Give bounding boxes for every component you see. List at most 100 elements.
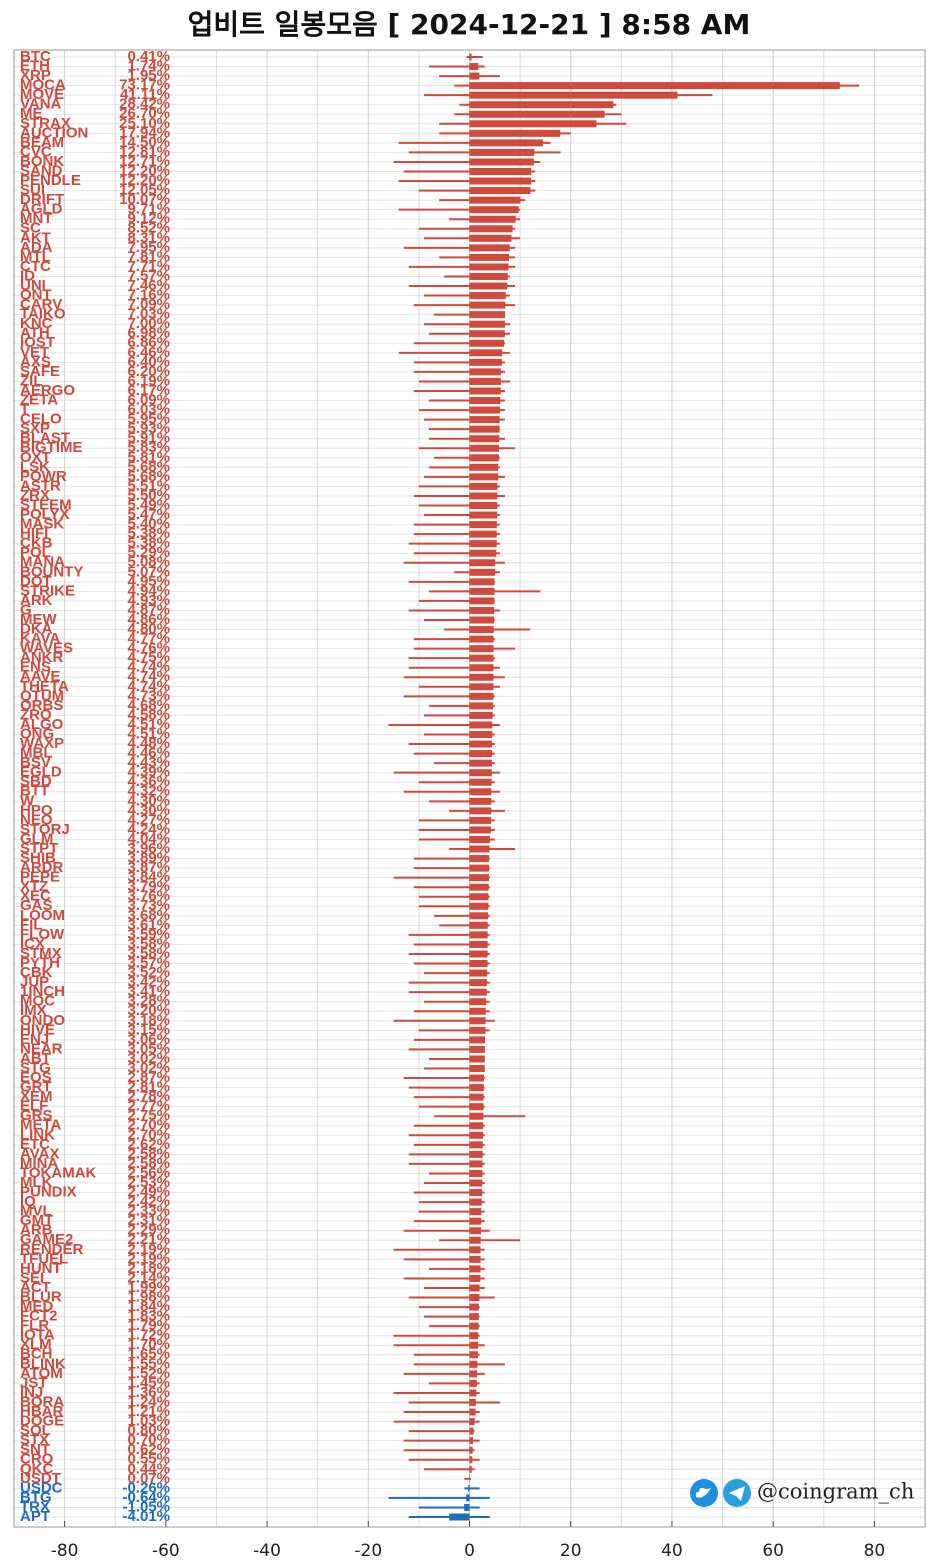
bar [464, 1503, 470, 1511]
value-label: 0.70% [127, 1432, 170, 1449]
row-label: SBD [20, 773, 52, 790]
value-label: 4.58% [127, 706, 170, 723]
value-label: 3.02% [127, 1059, 170, 1076]
bar [469, 702, 494, 710]
value-label: 3.28% [127, 993, 170, 1010]
x-tick-label: 80 [864, 1541, 886, 1561]
bar [469, 206, 519, 214]
row-label: VANA [20, 96, 62, 113]
bar [469, 1007, 486, 1015]
bar [469, 1398, 476, 1406]
row-label: SHIB [20, 850, 56, 867]
bar [469, 1322, 479, 1330]
bar [469, 845, 490, 853]
value-label: 3.87% [127, 859, 170, 876]
row-label: HBAR [20, 1403, 63, 1420]
bar [469, 168, 532, 176]
value-label: 2.19% [127, 1250, 170, 1267]
bar [469, 731, 493, 739]
bar [469, 1217, 482, 1225]
plot-area: -80 -60 -40 -20 0 20 40 60 80 BTC 0.41% ETH 1.74% XRP… [13, 48, 926, 1561]
row-label: CKB [20, 535, 53, 552]
value-label: 6.17% [127, 382, 170, 399]
row-label: ETC [20, 1136, 50, 1153]
bar [469, 902, 489, 910]
value-label: 12.20% [119, 172, 170, 189]
bar [469, 893, 489, 901]
value-label: 0.80% [127, 1422, 170, 1439]
value-label: 5.47% [127, 506, 170, 523]
row-label: CARV [20, 296, 62, 313]
value-label: 2.29% [127, 1222, 170, 1239]
bar [469, 1208, 482, 1216]
bar [469, 253, 510, 261]
bar [469, 807, 492, 815]
value-label: 0.55% [127, 1451, 170, 1468]
bar [469, 1341, 479, 1349]
value-label: 26.70% [119, 105, 170, 122]
bar [469, 1189, 483, 1197]
value-label: 1.83% [127, 1308, 170, 1325]
row-label: ZETA [20, 391, 58, 408]
bar [469, 549, 497, 557]
bar [469, 597, 495, 605]
bar [469, 616, 495, 624]
row-label: CELO [20, 411, 62, 428]
bar [469, 960, 488, 968]
row-label: EOS [20, 1069, 52, 1086]
row-label: FCT2 [20, 1308, 58, 1325]
row-label: ONG [20, 725, 54, 742]
bar [469, 349, 503, 357]
value-label: 3.73% [127, 897, 170, 914]
value-label: 1.55% [127, 1355, 170, 1372]
value-label: 3.76% [127, 888, 170, 905]
value-label: 0.44% [127, 1460, 170, 1477]
value-label: 12.71% [119, 153, 170, 170]
value-label: 14.50% [119, 134, 170, 151]
value-label: 2.87% [127, 1069, 170, 1086]
value-label: 4.68% [127, 697, 170, 714]
value-label: 2.18% [127, 1260, 170, 1277]
value-label: -1.05% [122, 1498, 170, 1515]
value-label: 3.59% [127, 926, 170, 943]
bar [469, 148, 535, 156]
bar [469, 72, 480, 80]
value-label: 5.38% [127, 525, 170, 542]
row-label: MOCA [20, 77, 66, 94]
row-label: ZRX [20, 487, 50, 504]
value-label: 2.78% [127, 1088, 170, 1105]
value-label: 6.09% [127, 391, 170, 408]
value-label: 12.05% [119, 182, 170, 199]
bar [466, 1494, 470, 1502]
x-tick-label: -80 [51, 1541, 79, 1561]
row-label: TRX [20, 1498, 50, 1515]
value-label: 6.19% [127, 372, 170, 389]
row-label: ONT [20, 287, 52, 304]
row-label: AXS [20, 353, 51, 370]
bar [469, 626, 494, 634]
bar [469, 940, 488, 948]
bar [469, 1274, 481, 1282]
bar [469, 1465, 472, 1473]
bar [469, 1055, 485, 1063]
row-label: STRIKE [20, 582, 75, 599]
row-label: STEEM [20, 496, 72, 513]
row-label: HIFI [20, 525, 48, 542]
bar [469, 91, 678, 99]
row-label: POLYX [20, 506, 69, 523]
row-label: MBL [20, 745, 53, 762]
row-label: GRS [20, 1107, 53, 1124]
telegram-glyph [729, 1486, 745, 1501]
row-label: IMX [20, 1002, 47, 1019]
row-label: BONK [20, 153, 64, 170]
plot-frame [13, 49, 926, 1528]
x-tick-label: -20 [354, 1541, 382, 1561]
bar [469, 282, 508, 290]
row-label: FLR [20, 1317, 49, 1334]
value-label: 6.46% [127, 344, 170, 361]
value-label: 2.56% [127, 1164, 170, 1181]
bar [469, 1227, 482, 1235]
bar [469, 501, 498, 509]
bar [469, 855, 490, 863]
bar [469, 177, 532, 185]
